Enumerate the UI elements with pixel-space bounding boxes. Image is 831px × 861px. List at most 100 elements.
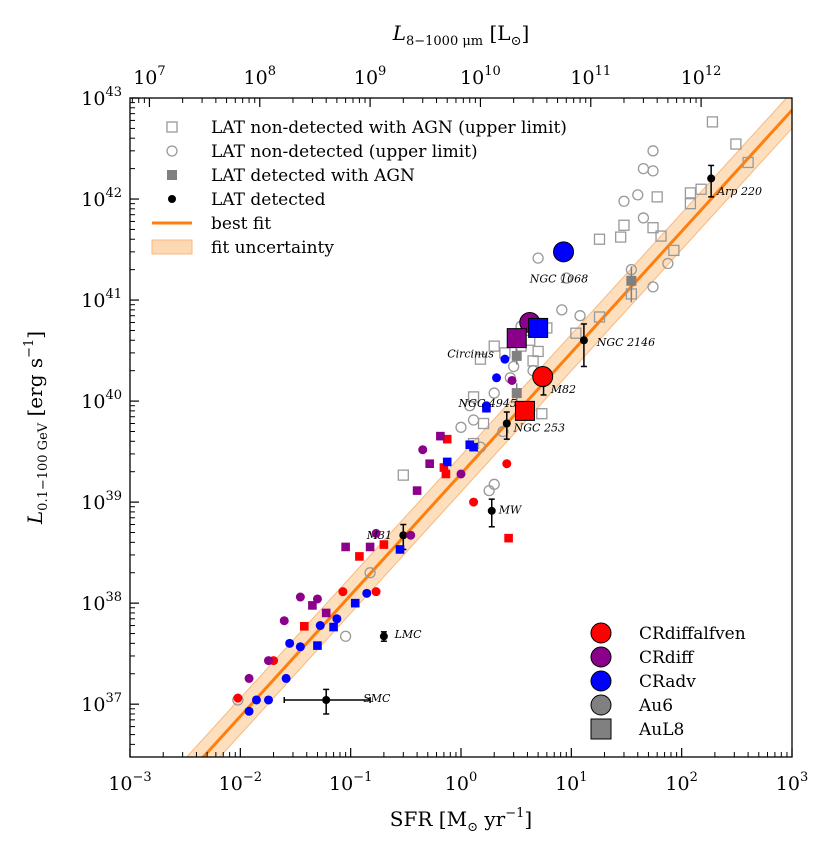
top-tick-label-base: 10 xyxy=(244,67,268,89)
sim-square-point xyxy=(441,469,451,479)
top-axis-label: L8−1000 μm [L⊙] xyxy=(392,21,530,49)
top-tick-label-base: 10 xyxy=(570,67,594,89)
upper-limit-point xyxy=(507,360,520,373)
x-tick-label-exp: −2 xyxy=(243,770,262,785)
legend-label: AuL8 xyxy=(638,720,684,740)
upper-limit-agn-point xyxy=(618,219,630,231)
x-label-unit: yr xyxy=(478,807,506,831)
y-label-main: L xyxy=(23,511,47,525)
upper-limit-point xyxy=(647,145,659,157)
sim-circle-point xyxy=(371,587,381,597)
upper-limit-point xyxy=(488,478,500,490)
y-tick-label-exp: 41 xyxy=(105,287,122,302)
x-tick-label: 100 xyxy=(445,770,477,795)
sim-circle-point xyxy=(281,673,291,683)
x-tick-label-exp: −3 xyxy=(133,770,152,785)
top-tick-label: 1010 xyxy=(460,64,501,89)
legend-label: LAT detected with AGN xyxy=(211,166,415,186)
legend-label: fit uncertainty xyxy=(211,238,334,258)
detected-point xyxy=(379,632,388,641)
upper-limit-agn-point xyxy=(651,191,663,203)
y-axis-label: L0.1−100 GeV [erg s−1] xyxy=(22,331,51,525)
y-label-sub: 0.1−100 GeV xyxy=(36,422,51,511)
sim-square-point xyxy=(436,431,445,441)
legend-label: CRadv xyxy=(639,672,696,692)
upper-limit-agn-point xyxy=(655,230,667,242)
sim-circle-point xyxy=(315,621,325,631)
top-tick-label: 107 xyxy=(133,64,165,89)
upper-limit-point xyxy=(637,212,650,224)
top-tick-label-exp: 10 xyxy=(484,64,501,79)
upper-limit-point xyxy=(339,630,352,642)
sim-circle-point xyxy=(338,587,348,597)
y-tick-label-base: 10 xyxy=(81,290,105,312)
sim-square-point xyxy=(395,545,405,554)
y-label-unit: [erg s xyxy=(23,358,47,423)
annotation-label: NGC 253 xyxy=(513,421,565,434)
legend-layer: LAT non-detected with AGN (upper limit) L… xyxy=(151,118,746,740)
x-tick-label: 101 xyxy=(555,770,587,795)
upper-limit-point xyxy=(618,195,630,207)
detected-point xyxy=(707,174,716,183)
annotation-label: SMC xyxy=(363,692,391,705)
legend-marker-band xyxy=(151,239,193,255)
top-label-sub: 8−1000 μm xyxy=(406,34,483,49)
upper-limit-agn-point xyxy=(647,222,659,234)
sim-square-point xyxy=(350,598,360,608)
x-tick-label-exp: −1 xyxy=(353,770,372,785)
sim-square-point xyxy=(514,400,535,421)
x-tick-label-base: 10 xyxy=(445,773,469,795)
top-tick-label-base: 10 xyxy=(354,67,378,89)
x-tick-label: 10−3 xyxy=(108,770,151,795)
legend-label: Au6 xyxy=(638,696,673,716)
upper-limit-point xyxy=(647,165,659,177)
upper-limit-agn-point xyxy=(593,233,606,245)
sim-circle-point xyxy=(362,588,372,598)
upper-limit-point xyxy=(488,387,500,399)
x-label-exp: −1 xyxy=(505,806,524,821)
annotation-label: M82 xyxy=(550,383,576,396)
upper-limit-agn-point xyxy=(477,417,490,430)
legend-marker-gray-square xyxy=(167,170,177,180)
sim-square-point xyxy=(355,552,364,561)
y-tick-label-exp: 38 xyxy=(105,590,122,605)
top-tick-label-exp: 7 xyxy=(157,64,165,79)
y-tick-label: 1039 xyxy=(81,489,122,514)
detected-agn-point xyxy=(511,350,522,361)
top-tick-label: 108 xyxy=(244,64,276,89)
sim-square-point xyxy=(504,533,513,543)
upper-limit-agn-point xyxy=(397,469,409,481)
upper-limit-agn-point xyxy=(570,327,582,339)
detected-point xyxy=(579,336,588,345)
y-tick-label-base: 10 xyxy=(81,694,105,716)
sim-square-point xyxy=(528,317,549,338)
axis-label-layer: SFR [M⊙ yr−1]L8−1000 μm [L⊙]L0.1−100 GeV… xyxy=(22,21,532,835)
data-points-layer xyxy=(232,116,754,716)
y-tick-label-base: 10 xyxy=(81,593,105,615)
y-tick-label-exp: 42 xyxy=(105,186,122,201)
top-tick-label-exp: 9 xyxy=(378,64,386,79)
upper-limit-agn-point xyxy=(742,156,754,169)
x-tick-label-exp: 1 xyxy=(579,770,587,785)
top-tick-label-base: 10 xyxy=(681,67,705,89)
sim-circle-point xyxy=(285,638,295,648)
upper-limit-point xyxy=(662,257,674,270)
x-tick-label-base: 10 xyxy=(776,773,800,795)
sim-circle-point xyxy=(456,469,466,479)
y-tick-label: 1041 xyxy=(81,287,122,312)
legend-label: LAT non-detected with AGN (upper limit) xyxy=(211,118,567,138)
upper-limit-agn-point xyxy=(474,353,487,365)
annotation-layer: Arp 220 NGC 1068 NGC 2146 Circinus M82 NGC 49… xyxy=(363,185,762,705)
x-tick-label-exp: 2 xyxy=(690,770,698,785)
sim-square-point xyxy=(469,442,478,452)
sim-square-point xyxy=(425,459,434,469)
sim-square-point xyxy=(313,641,322,650)
detected-point xyxy=(502,419,511,428)
sim-square-point xyxy=(365,542,375,552)
annotation-label: Circinus xyxy=(447,348,494,361)
annotation-label: MW xyxy=(498,504,523,517)
upper-limit-agn-point xyxy=(706,116,719,128)
top-tick-label-base: 10 xyxy=(460,67,484,89)
y-label-exp: −1 xyxy=(22,339,37,358)
x-tick-label-exp: 0 xyxy=(469,770,477,785)
